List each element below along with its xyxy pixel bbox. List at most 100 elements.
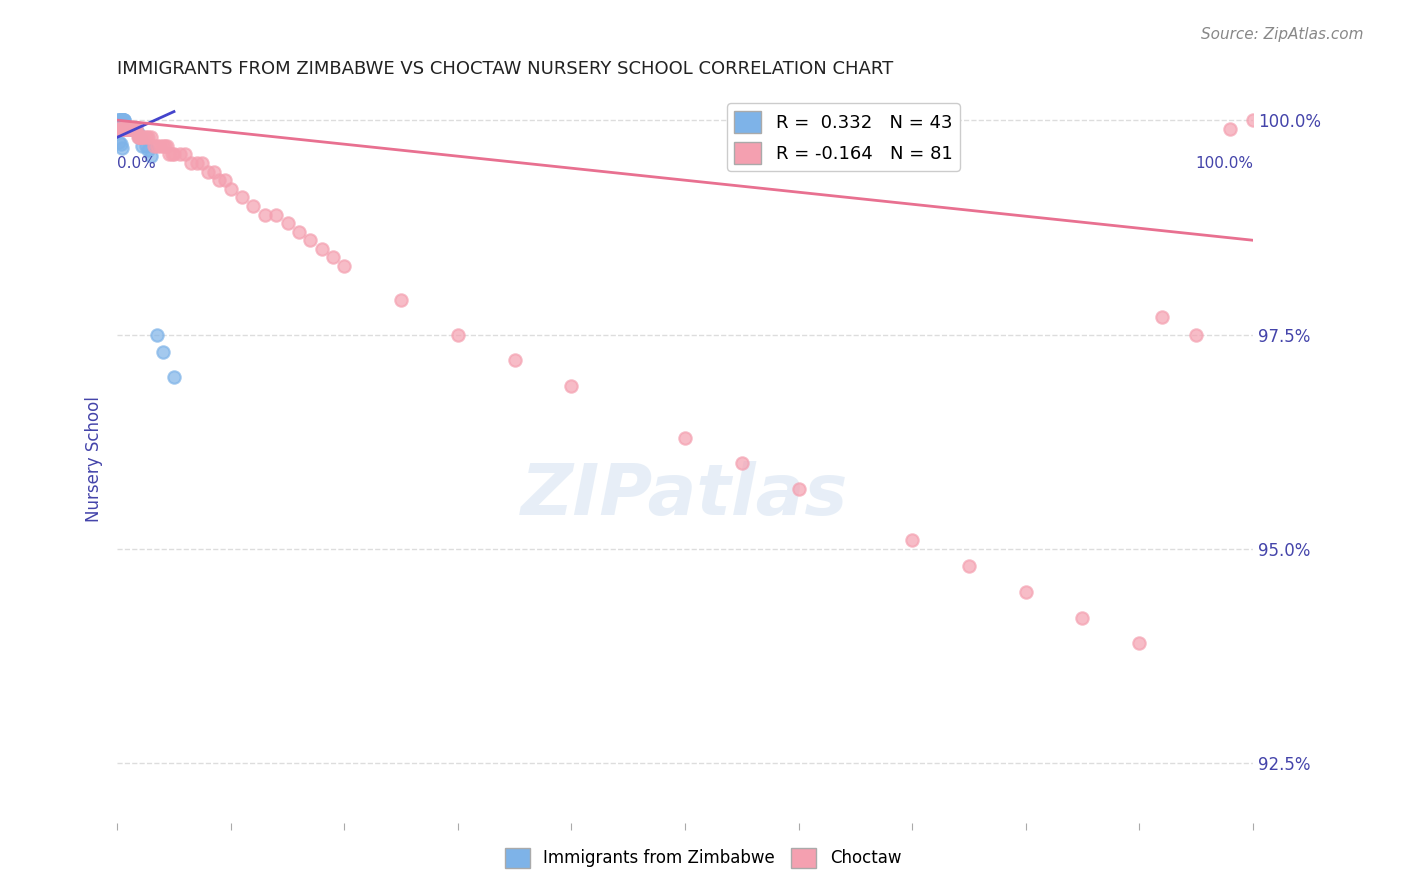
- Point: [112, 121, 135, 136]
- Point: [118, 121, 141, 136]
- Point: [141, 149, 163, 163]
- Point: [146, 139, 169, 153]
- Point: [322, 251, 344, 265]
- Point: [115, 121, 138, 136]
- Point: [277, 216, 299, 230]
- Point: [117, 121, 139, 136]
- Point: [129, 130, 152, 145]
- Text: IMMIGRANTS FROM ZIMBABWE VS CHOCTAW NURSERY SCHOOL CORRELATION CHART: IMMIGRANTS FROM ZIMBABWE VS CHOCTAW NURS…: [117, 60, 893, 78]
- Point: [136, 130, 159, 145]
- Point: [242, 199, 264, 213]
- Point: [114, 121, 136, 136]
- Point: [127, 130, 149, 145]
- Point: [122, 121, 145, 136]
- Point: [389, 293, 412, 308]
- Point: [124, 121, 146, 136]
- Point: [264, 207, 287, 221]
- Point: [136, 143, 159, 157]
- Point: [120, 121, 142, 136]
- Point: [253, 207, 276, 221]
- Point: [135, 139, 157, 153]
- Point: [1128, 636, 1150, 650]
- Point: [110, 121, 132, 136]
- Point: [111, 140, 134, 154]
- Point: [219, 182, 242, 196]
- Point: [333, 259, 356, 273]
- Point: [110, 121, 132, 136]
- Point: [121, 121, 143, 136]
- Point: [114, 121, 136, 136]
- Point: [153, 139, 176, 153]
- Point: [901, 533, 924, 548]
- Point: [117, 121, 139, 136]
- Point: [159, 147, 181, 161]
- Point: [131, 139, 153, 153]
- Point: [110, 137, 132, 152]
- Point: [299, 233, 322, 247]
- Point: [174, 147, 197, 161]
- Point: [110, 113, 132, 128]
- Point: [117, 121, 139, 136]
- Point: [107, 113, 129, 128]
- Point: [117, 121, 139, 136]
- Point: [111, 113, 134, 128]
- Text: ZIPatlas: ZIPatlas: [522, 461, 849, 530]
- Point: [115, 121, 138, 136]
- Point: [141, 130, 163, 145]
- Point: [1185, 327, 1208, 342]
- Point: [152, 139, 174, 153]
- Point: [128, 130, 150, 145]
- Point: [122, 121, 145, 136]
- Point: [108, 135, 131, 149]
- Legend: Immigrants from Zimbabwe, Choctaw: Immigrants from Zimbabwe, Choctaw: [498, 841, 908, 875]
- Point: [114, 121, 136, 136]
- Point: [146, 327, 169, 342]
- Text: 100.0%: 100.0%: [1195, 156, 1253, 171]
- Y-axis label: Nursery School: Nursery School: [86, 396, 103, 522]
- Point: [118, 121, 141, 136]
- Point: [122, 121, 145, 136]
- Point: [1150, 310, 1173, 325]
- Point: [129, 130, 152, 145]
- Point: [111, 113, 134, 128]
- Point: [129, 130, 152, 145]
- Point: [125, 121, 148, 136]
- Point: [503, 353, 526, 368]
- Point: [112, 113, 135, 128]
- Point: [163, 147, 186, 161]
- Point: [152, 344, 174, 359]
- Point: [110, 113, 132, 128]
- Point: [149, 139, 172, 153]
- Point: [122, 121, 145, 136]
- Point: [957, 559, 980, 574]
- Point: [186, 156, 208, 170]
- Point: [673, 430, 696, 444]
- Point: [156, 139, 179, 153]
- Point: [117, 121, 139, 136]
- Point: [1071, 610, 1094, 624]
- Point: [112, 113, 135, 128]
- Point: [1219, 121, 1241, 136]
- Point: [1241, 113, 1264, 128]
- Point: [125, 121, 148, 136]
- Point: [231, 190, 253, 204]
- Point: [115, 121, 138, 136]
- Point: [288, 225, 311, 239]
- Point: [132, 130, 155, 145]
- Point: [111, 121, 134, 136]
- Point: [111, 121, 134, 136]
- Point: [169, 147, 191, 161]
- Point: [214, 173, 236, 187]
- Point: [208, 173, 231, 187]
- Point: [787, 482, 810, 496]
- Text: 0.0%: 0.0%: [117, 156, 156, 171]
- Point: [127, 126, 149, 140]
- Point: [108, 121, 131, 136]
- Point: [107, 121, 129, 136]
- Point: [111, 121, 134, 136]
- Point: [160, 147, 183, 161]
- Point: [731, 456, 754, 470]
- Point: [191, 156, 214, 170]
- Text: Source: ZipAtlas.com: Source: ZipAtlas.com: [1201, 27, 1364, 42]
- Legend: R =  0.332   N = 43, R = -0.164   N = 81: R = 0.332 N = 43, R = -0.164 N = 81: [727, 103, 960, 171]
